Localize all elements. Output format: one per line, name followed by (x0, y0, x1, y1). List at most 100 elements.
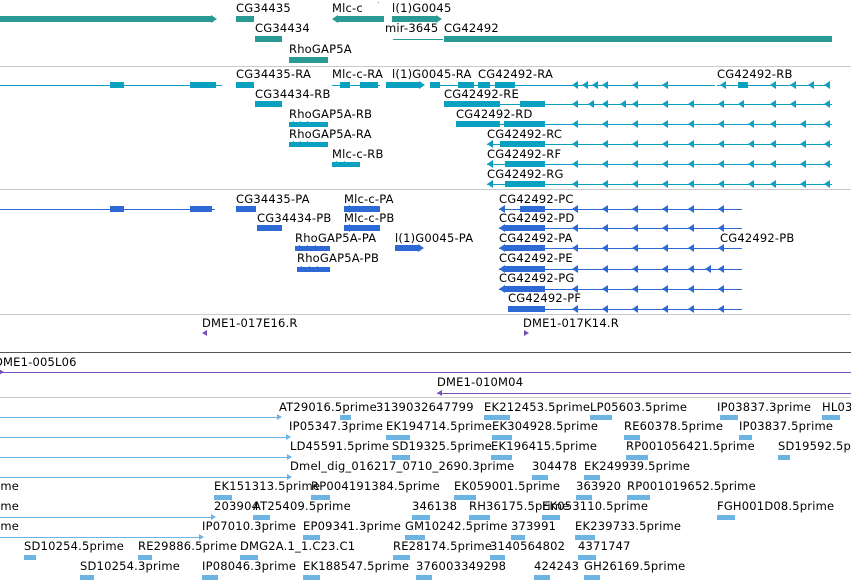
feature-label[interactable]: SD19592.5p (778, 439, 851, 453)
feature-label[interactable]: Mlc-c-PB (344, 211, 395, 225)
feature-label[interactable]: RH36175.5prime (469, 499, 570, 513)
feature-label[interactable]: HL03 (822, 400, 851, 414)
feature-label[interactable]: LD45591.5prime (290, 439, 390, 453)
feature-label[interactable]: CG42492-RB (717, 67, 793, 81)
left-arrow-icon (572, 100, 578, 108)
feature-label[interactable]: CG42492-RD (456, 107, 533, 121)
feature-label[interactable]: GM10242.5prime (405, 519, 508, 533)
feature-label[interactable]: 4371747 (578, 539, 631, 553)
feature-label[interactable]: EK304928.5prime (492, 419, 599, 433)
feature-label[interactable]: EK188547.5prime (303, 559, 410, 573)
feature-label[interactable]: Mlc-c-RB (332, 147, 384, 161)
feature-label[interactable]: RP001019652.5prime (627, 479, 756, 493)
feature-label[interactable]: DME1-017E16.R (202, 316, 298, 330)
feature-label[interactable]: CG42492-RC (487, 127, 563, 141)
feature-label[interactable]: 3140564802 (490, 539, 566, 553)
feature-label[interactable]: CG42492-RF (487, 147, 562, 161)
exon-block (289, 122, 328, 127)
feature-label[interactable]: EK239733.5prime (575, 519, 682, 533)
feature-label[interactable]: CG42492-PF (508, 291, 582, 305)
feature-label[interactable]: rime (0, 519, 20, 533)
feature-label[interactable]: rime (0, 499, 20, 513)
feature-label[interactable]: IP03837.3prime (717, 400, 812, 414)
feature-label[interactable]: SD10254.3prime (80, 559, 181, 573)
feature-label[interactable]: CG34435 (236, 1, 291, 15)
feature-label[interactable]: AT29016.5prime (279, 400, 377, 414)
feature-label[interactable]: IP03837.5prime (739, 419, 834, 433)
feature-label[interactable]: RhoGAP5A-PB (297, 251, 380, 265)
feature-label[interactable]: EK196415.5prime (491, 439, 598, 453)
intron-line (499, 269, 742, 270)
feature-label[interactable]: CG34434-RB (255, 87, 331, 101)
feature-label[interactable]: rime (0, 479, 20, 493)
feature-label[interactable]: l(1)G0045-PA (395, 231, 474, 245)
feature-label[interactable]: SD10254.5prime (24, 539, 125, 553)
feature-label[interactable]: EK059001.5prime (454, 479, 561, 493)
feature-label[interactable]: RE60378.5prime (624, 419, 724, 433)
feature-label[interactable]: IP05347.3prime (289, 419, 384, 433)
feature-label[interactable]: RhoGAP5A-PA (295, 231, 377, 245)
feature-label[interactable]: 376003349298 (416, 559, 507, 573)
feature-label[interactable]: AT25409.5prime (253, 499, 351, 513)
feature-label[interactable]: Mlc-c-PA (344, 192, 394, 206)
feature-label[interactable]: DMG2A.1_1.C23.C1 (240, 539, 356, 553)
feature-label[interactable]: CG34435-PA (236, 192, 310, 206)
feature-label[interactable]: Dmel_dig_016217_0710_2690.3prime (290, 459, 515, 473)
exon-block (110, 206, 124, 212)
feature-label[interactable]: CG34435-RA (236, 67, 312, 81)
feature-label[interactable]: Mlc-c-RA (332, 67, 384, 81)
feature-label[interactable]: RhoGAP5A-RB (289, 107, 373, 121)
feature-label[interactable]: 424243 (534, 559, 580, 573)
feature-label[interactable]: l(1)G0045-RA (392, 67, 472, 81)
feature-label[interactable]: CG42492-RA (478, 67, 554, 81)
feature-label[interactable]: GH26169.5prime (584, 559, 686, 573)
feature-label[interactable]: IP08046.3prime (202, 559, 297, 573)
feature-label[interactable]: 373991 (511, 519, 557, 533)
feature-label[interactable]: LP05603.5prime (590, 400, 688, 414)
feature-label[interactable]: CG42492-PE (499, 251, 573, 265)
feature-label[interactable]: RP004191384.5prime (311, 479, 440, 493)
feature-label[interactable]: CG34434 (255, 21, 310, 35)
feature-label[interactable]: RhoGAP5A (289, 42, 352, 56)
feature-label[interactable]: 203904 (214, 499, 260, 513)
feature-label[interactable]: CG42492-PG (499, 271, 575, 285)
feature-label[interactable]: DME1-005L06 (0, 355, 77, 369)
feature-label[interactable]: DME1-010M04 (437, 375, 524, 389)
feature-label[interactable]: Mlc-c (332, 1, 363, 15)
feature-label[interactable]: 346138 (412, 499, 458, 513)
left-arrow-icon (602, 180, 608, 188)
feature-label[interactable]: CG42492-PD (499, 211, 575, 225)
feature-label[interactable]: RhoGAP5A-RA (289, 127, 372, 141)
feature-label[interactable]: CG34434-PB (257, 211, 332, 225)
feature-label[interactable]: EK053110.5prime (542, 499, 649, 513)
feature-label[interactable]: CG42492-RG (487, 167, 564, 181)
left-arrow-icon (662, 244, 668, 252)
feature-label[interactable]: IP07010.3prime (202, 519, 297, 533)
feature-label[interactable]: 304478 (532, 459, 578, 473)
feature-label[interactable]: RP001056421.5prime (626, 439, 755, 453)
feature-label[interactable]: EK249939.5prime (584, 459, 691, 473)
left-arrow-icon (632, 224, 638, 232)
feature-label[interactable]: EP09341.3prime (303, 519, 402, 533)
feature-label[interactable]: SD19325.5prime (392, 439, 493, 453)
left-arrow-icon (718, 265, 724, 273)
feature-label[interactable]: CG42492-PB (720, 231, 795, 245)
feature-label[interactable]: DME1-017K14.R (523, 316, 619, 330)
left-arrow-icon (662, 160, 668, 168)
intron-line (0, 457, 290, 458)
feature-label[interactable]: 363920 (576, 479, 622, 493)
feature-label[interactable]: RE29886.5prime (138, 539, 238, 553)
feature-label[interactable]: CG42492-RE (444, 87, 519, 101)
feature-label[interactable]: l(1)G0045 (392, 1, 452, 15)
feature-label[interactable]: EK151313.5prime (214, 479, 321, 493)
feature-label[interactable]: CG42492 (444, 21, 499, 35)
feature-label[interactable]: FGH001D08.5prime (717, 499, 835, 513)
feature-label[interactable]: 3139032647799 (376, 400, 474, 414)
feature-label[interactable]: CG42492-PC (499, 192, 574, 206)
feature-label[interactable]: EK194714.5prime (386, 419, 493, 433)
left-arrow-icon (632, 265, 638, 273)
feature-label[interactable]: RE28174.5prime (393, 539, 493, 553)
feature-label[interactable]: CG42492-PA (499, 231, 573, 245)
feature-label[interactable]: EK212453.5prime (484, 400, 591, 414)
feature-label[interactable]: mir-3645 (385, 21, 439, 35)
